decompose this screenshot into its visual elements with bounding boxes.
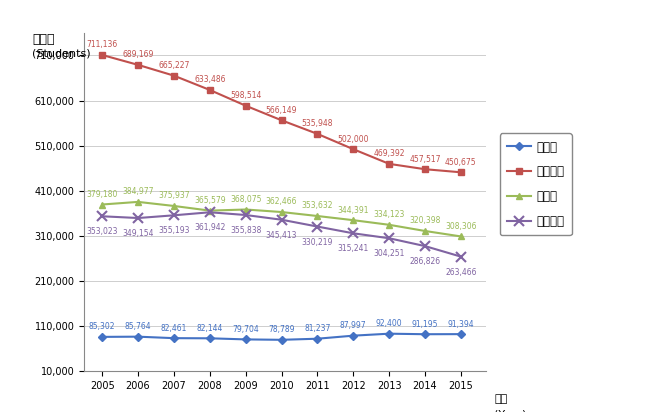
고등학교 <box>242 213 249 218</box>
유치원 <box>134 334 142 339</box>
Text: 85,764: 85,764 <box>124 322 152 331</box>
Text: 81,237: 81,237 <box>304 324 330 333</box>
Text: 연도: 연도 <box>494 394 507 405</box>
유치원 <box>206 336 214 341</box>
초등학교 <box>98 52 106 57</box>
Text: 91,394: 91,394 <box>448 320 474 329</box>
Text: 633,486: 633,486 <box>194 75 226 84</box>
Text: 263,466: 263,466 <box>445 268 477 277</box>
Text: 365,579: 365,579 <box>194 196 226 205</box>
고등학교 <box>170 213 178 218</box>
Text: 566,149: 566,149 <box>266 106 297 115</box>
Text: 85,302: 85,302 <box>89 322 115 331</box>
초등학교 <box>242 103 249 108</box>
유치원 <box>386 331 393 336</box>
Text: 82,461: 82,461 <box>161 323 187 332</box>
초등학교 <box>421 167 429 172</box>
Text: 598,514: 598,514 <box>230 91 261 100</box>
Text: 469,392: 469,392 <box>373 149 405 158</box>
Text: 학생수: 학생수 <box>32 33 54 46</box>
Text: 87,997: 87,997 <box>340 321 367 330</box>
초등학교 <box>134 62 142 67</box>
Text: 355,838: 355,838 <box>230 226 261 235</box>
유치원 <box>457 332 465 337</box>
중학교 <box>277 210 285 215</box>
고등학교 <box>277 217 285 222</box>
유치원 <box>421 332 429 337</box>
Text: 355,193: 355,193 <box>158 227 190 235</box>
Text: 344,391: 344,391 <box>338 206 369 215</box>
Text: 78,789: 78,789 <box>268 325 295 334</box>
초등학교 <box>386 162 393 166</box>
Line: 고등학교: 고등학교 <box>97 207 466 262</box>
Text: 353,632: 353,632 <box>302 201 333 211</box>
유치원 <box>242 337 249 342</box>
중학교 <box>421 229 429 234</box>
Text: 308,306: 308,306 <box>445 222 477 231</box>
Text: 286,826: 286,826 <box>410 257 441 266</box>
초등학교 <box>314 131 321 136</box>
중학교 <box>170 204 178 208</box>
중학교 <box>349 218 357 222</box>
유치원 <box>170 336 178 341</box>
Text: 362,466: 362,466 <box>266 197 297 206</box>
Text: (Students): (Students) <box>32 48 91 58</box>
Text: 79,704: 79,704 <box>232 325 259 334</box>
Text: 92,400: 92,400 <box>376 319 402 328</box>
유치원 <box>98 335 106 339</box>
Text: 345,413: 345,413 <box>266 231 297 240</box>
Line: 중학교: 중학교 <box>98 199 465 240</box>
중학교 <box>206 208 214 213</box>
고등학교 <box>349 231 357 236</box>
Text: 379,180: 379,180 <box>86 190 118 199</box>
Text: 375,937: 375,937 <box>158 192 190 200</box>
유치원 <box>349 333 357 338</box>
Text: 315,241: 315,241 <box>338 244 369 253</box>
Line: 초등학교: 초등학교 <box>98 52 465 176</box>
Text: 450,675: 450,675 <box>445 158 477 167</box>
Line: 유치원: 유치원 <box>99 331 464 343</box>
중학교 <box>314 213 321 218</box>
Text: 689,169: 689,169 <box>122 50 154 59</box>
중학교 <box>134 199 142 204</box>
Text: 384,977: 384,977 <box>122 187 154 197</box>
고등학교 <box>314 224 321 229</box>
유치원 <box>314 336 321 341</box>
초등학교 <box>206 87 214 92</box>
고등학교 <box>134 215 142 220</box>
고등학교 <box>206 210 214 215</box>
고등학교 <box>457 254 465 259</box>
Text: (Year): (Year) <box>494 410 526 412</box>
Text: 502,000: 502,000 <box>338 135 369 144</box>
중학교 <box>242 207 249 212</box>
Legend: 유치원, 초등학교, 중학교, 고등학교: 유치원, 초등학교, 중학교, 고등학교 <box>500 133 572 235</box>
초등학교 <box>457 170 465 175</box>
Text: 91,195: 91,195 <box>411 320 438 329</box>
고등학교 <box>386 236 393 241</box>
Text: 320,398: 320,398 <box>410 216 441 225</box>
초등학교 <box>349 147 357 152</box>
Text: 353,023: 353,023 <box>86 227 118 236</box>
고등학교 <box>421 243 429 248</box>
Text: 349,154: 349,154 <box>122 229 154 238</box>
Text: 535,948: 535,948 <box>302 119 333 128</box>
Text: 330,219: 330,219 <box>302 238 333 247</box>
고등학교 <box>98 214 106 219</box>
중학교 <box>457 234 465 239</box>
Text: 665,227: 665,227 <box>158 61 190 70</box>
중학교 <box>98 202 106 207</box>
중학교 <box>386 222 393 227</box>
Text: 457,517: 457,517 <box>410 154 441 164</box>
Text: 304,251: 304,251 <box>373 249 405 258</box>
Text: 711,136: 711,136 <box>87 40 118 49</box>
초등학교 <box>277 118 285 123</box>
Text: 361,942: 361,942 <box>194 223 226 232</box>
유치원 <box>277 337 285 342</box>
Text: 82,144: 82,144 <box>196 324 223 333</box>
초등학교 <box>170 73 178 78</box>
Text: 334,123: 334,123 <box>373 210 405 219</box>
Text: 368,075: 368,075 <box>230 195 261 204</box>
